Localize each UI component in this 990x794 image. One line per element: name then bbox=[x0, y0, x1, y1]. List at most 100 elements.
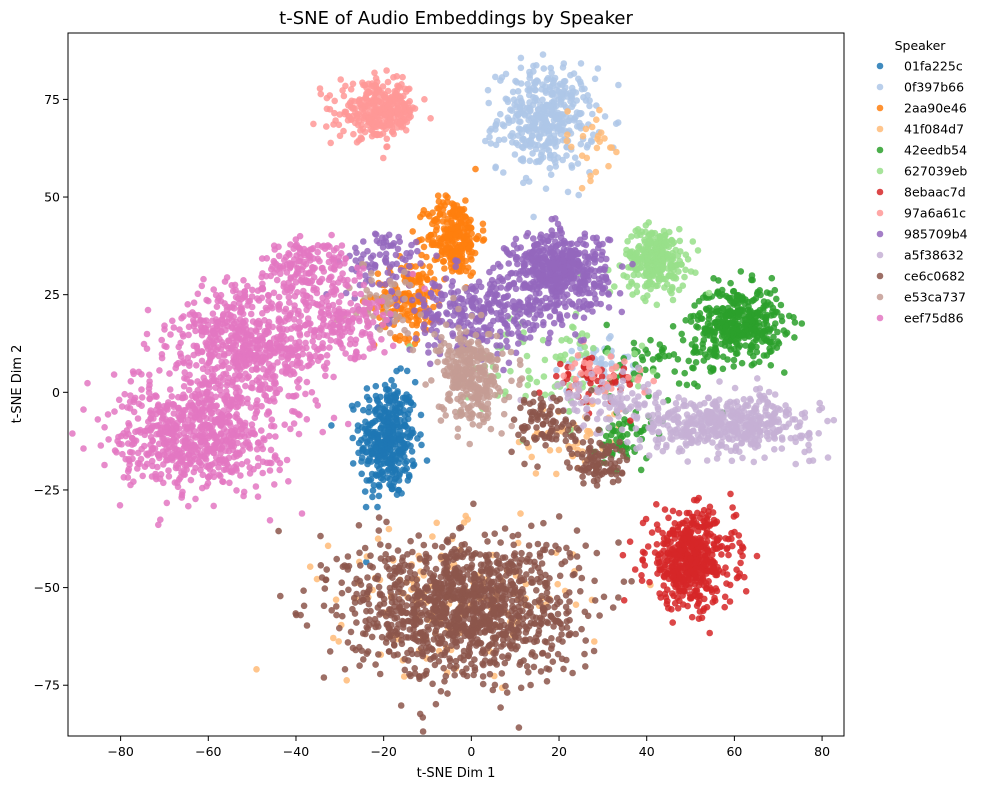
data-point bbox=[403, 118, 411, 126]
data-point bbox=[529, 150, 536, 157]
data-point bbox=[450, 207, 457, 214]
data-point bbox=[389, 451, 396, 458]
data-point bbox=[520, 135, 527, 143]
data-point bbox=[735, 532, 743, 539]
data-point bbox=[713, 305, 721, 312]
data-point bbox=[336, 111, 344, 118]
data-point bbox=[653, 245, 660, 253]
data-point bbox=[541, 253, 548, 261]
data-point bbox=[394, 388, 401, 395]
data-point bbox=[665, 514, 672, 522]
data-point bbox=[528, 453, 535, 461]
data-point bbox=[458, 242, 465, 250]
data-point bbox=[401, 411, 409, 419]
data-point bbox=[447, 303, 454, 310]
data-point bbox=[654, 353, 661, 361]
data-point bbox=[705, 416, 713, 423]
data-point bbox=[417, 411, 425, 419]
data-point bbox=[277, 592, 284, 600]
data-point bbox=[431, 281, 439, 288]
data-point bbox=[736, 342, 744, 349]
data-point bbox=[584, 92, 591, 99]
data-point bbox=[739, 454, 746, 462]
data-point bbox=[462, 512, 470, 520]
data-point bbox=[531, 280, 538, 288]
data-point bbox=[672, 400, 680, 407]
data-point bbox=[343, 677, 351, 684]
data-point bbox=[598, 373, 606, 380]
data-point bbox=[728, 529, 735, 537]
data-point bbox=[441, 265, 448, 272]
data-point bbox=[578, 184, 586, 192]
data-point bbox=[607, 333, 614, 340]
data-point bbox=[352, 244, 359, 252]
data-point bbox=[692, 359, 700, 366]
data-point bbox=[635, 401, 642, 408]
data-point bbox=[553, 296, 560, 303]
data-point bbox=[664, 586, 671, 593]
data-point bbox=[350, 130, 357, 138]
data-point bbox=[323, 105, 331, 113]
data-point bbox=[361, 434, 368, 442]
data-point bbox=[551, 74, 559, 82]
data-point bbox=[383, 418, 391, 425]
data-point bbox=[722, 338, 729, 345]
data-point bbox=[388, 287, 395, 295]
data-point bbox=[374, 503, 381, 511]
data-point bbox=[652, 391, 660, 399]
data-point bbox=[526, 375, 534, 383]
data-point bbox=[547, 171, 555, 178]
data-point bbox=[745, 313, 752, 321]
data-point bbox=[625, 283, 633, 290]
data-point bbox=[505, 260, 512, 267]
data-point bbox=[560, 372, 567, 380]
data-point bbox=[429, 533, 436, 540]
data-point bbox=[695, 410, 703, 418]
points-layer bbox=[69, 51, 838, 735]
data-point bbox=[462, 312, 470, 320]
data-point bbox=[514, 88, 522, 95]
data-point bbox=[368, 419, 376, 427]
data-point bbox=[704, 547, 712, 554]
data-point bbox=[538, 297, 546, 305]
data-point bbox=[504, 98, 512, 106]
data-point bbox=[387, 392, 395, 400]
data-point bbox=[722, 444, 730, 451]
data-point bbox=[577, 337, 585, 344]
data-point bbox=[464, 298, 472, 305]
data-point bbox=[354, 401, 361, 408]
data-point bbox=[713, 535, 721, 543]
data-point bbox=[369, 493, 376, 501]
data-point bbox=[601, 113, 609, 120]
data-point bbox=[427, 115, 434, 122]
data-point bbox=[341, 666, 349, 673]
data-point bbox=[593, 415, 601, 423]
data-point bbox=[467, 224, 475, 231]
data-point bbox=[513, 110, 521, 117]
data-point bbox=[776, 427, 783, 435]
data-point bbox=[587, 300, 595, 308]
data-point bbox=[710, 336, 717, 344]
data-point bbox=[645, 231, 653, 238]
data-point bbox=[396, 404, 404, 411]
data-point bbox=[320, 674, 328, 681]
data-point bbox=[824, 454, 832, 461]
data-point bbox=[558, 111, 565, 118]
data-point bbox=[372, 382, 380, 390]
data-point bbox=[739, 552, 746, 560]
data-point bbox=[569, 400, 576, 407]
data-point bbox=[573, 527, 581, 534]
data-point bbox=[572, 601, 580, 608]
data-point bbox=[695, 297, 703, 305]
data-point bbox=[655, 428, 662, 436]
data-point bbox=[824, 417, 831, 425]
data-point bbox=[727, 346, 735, 353]
data-point bbox=[436, 211, 444, 218]
data-point bbox=[754, 309, 761, 317]
data-point bbox=[738, 415, 745, 422]
data-point bbox=[656, 590, 663, 597]
data-point bbox=[755, 412, 762, 420]
data-point bbox=[356, 549, 363, 557]
data-point bbox=[434, 192, 442, 199]
data-point bbox=[596, 138, 603, 145]
